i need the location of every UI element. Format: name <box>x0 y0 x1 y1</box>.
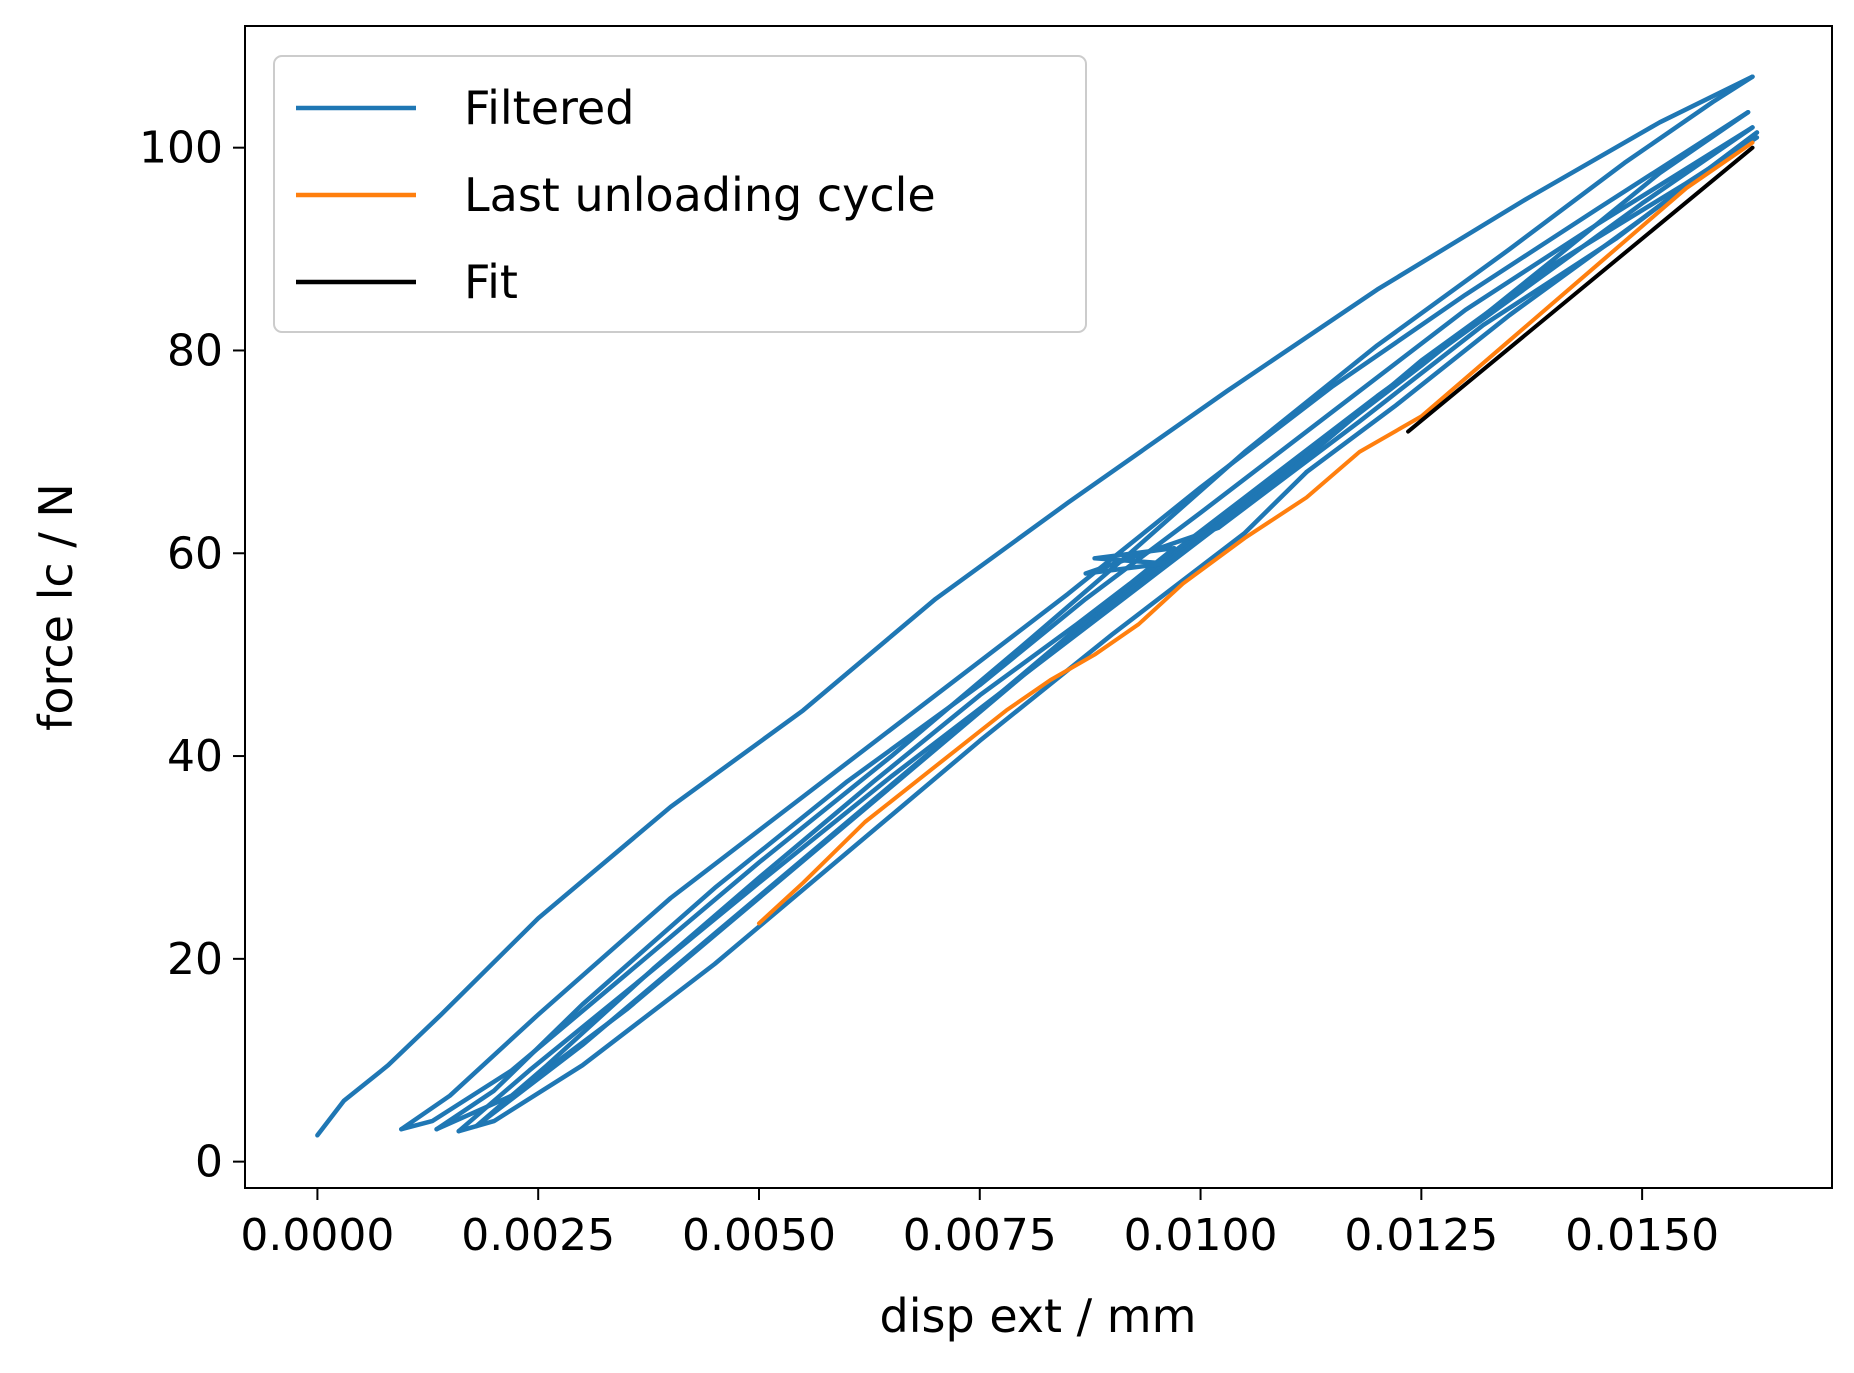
legend-label-filtered: Filtered <box>464 81 634 135</box>
x-tick-label: 0.0050 <box>682 1210 836 1261</box>
x-axis: 0.0000 0.0025 0.0050 0.0075 0.0100 0.0125 0.01… <box>240 1188 1719 1261</box>
legend-box <box>273 55 1087 333</box>
y-axis-label: force lc / N <box>29 483 83 731</box>
x-tick-label: 0.0000 <box>240 1210 394 1261</box>
series-filtered-line-8 <box>1304 130 1760 475</box>
series-filtered-line-0 <box>315 74 1755 1138</box>
y-tick-label: 40 <box>167 731 223 782</box>
x-tick-label: 0.0150 <box>1565 1210 1719 1261</box>
y-tick-label: 60 <box>167 528 223 579</box>
x-tick-label: 0.0100 <box>1124 1210 1278 1261</box>
series-filtered-line-10 <box>456 135 1760 1134</box>
x-tick-label: 0.0125 <box>1344 1210 1498 1261</box>
plot-frame <box>244 25 1833 1189</box>
y-tick-label: 80 <box>167 325 223 376</box>
legend: Filtered Last unloading cycle Fit <box>273 55 1087 333</box>
series-fit <box>1406 145 1755 434</box>
series-fit-line-0 <box>1406 145 1755 434</box>
y-axis: 0 20 40 60 80 100 <box>139 123 245 1188</box>
x-tick-label: 0.0025 <box>461 1210 615 1261</box>
legend-label-last-unloading-cycle: Last unloading cycle <box>464 168 936 222</box>
x-tick-label: 0.0075 <box>903 1210 1057 1261</box>
y-tick-label: 100 <box>139 123 223 174</box>
y-tick-label: 0 <box>195 1137 223 1188</box>
series-filtered-line-6 <box>474 545 1177 1129</box>
x-axis-label: disp ext / mm <box>880 1289 1197 1343</box>
series-filtered <box>315 74 1760 1138</box>
series-filtered-line-9 <box>456 469 1309 1134</box>
y-tick-label: 20 <box>167 934 223 985</box>
legend-label-fit: Fit <box>464 255 518 309</box>
series-filtered-line-4 <box>434 125 1755 1132</box>
series-filtered-line-2 <box>399 109 1751 1132</box>
series-last-unloading-cycle <box>757 140 1755 926</box>
series-last-unloading-cycle-line-0 <box>757 140 1755 926</box>
series-layer <box>315 74 1760 1138</box>
